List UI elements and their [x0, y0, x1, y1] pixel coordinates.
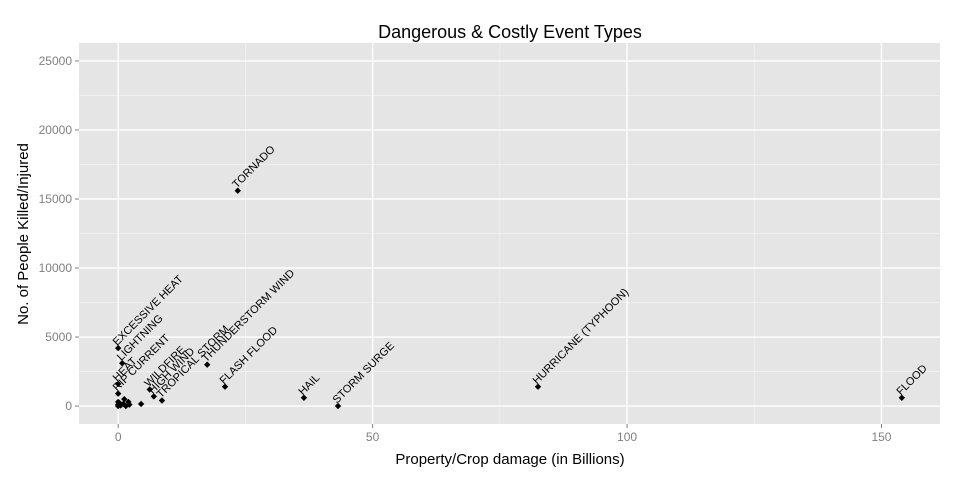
data-point-labeled [204, 361, 211, 368]
data-point-labeled [114, 344, 122, 352]
minor-gridlines [79, 43, 940, 424]
data-point [126, 401, 133, 408]
data-point-labeled [114, 390, 122, 397]
y-tick-label: 20000 [39, 123, 73, 137]
data-point [137, 400, 145, 408]
data-point-labeled [300, 394, 308, 401]
chart-title: Dangerous & Costly Event Types [378, 22, 642, 42]
data-point-labeled [146, 386, 153, 393]
y-tick-label: 25000 [39, 54, 73, 68]
data-point-labeled [119, 360, 126, 367]
x-tick-label: 100 [617, 430, 637, 444]
y-axis-ticks: 0 5000 10000 15000 20000 25000 [39, 54, 79, 413]
data-points [114, 187, 906, 410]
major-gridlines [79, 43, 940, 424]
x-axis-title: Property/Crop damage (in Billions) [395, 451, 624, 468]
y-tick-label: 5000 [45, 330, 72, 344]
x-tick-label: 150 [871, 430, 891, 444]
x-tick-label: 50 [366, 430, 380, 444]
data-point-labeled [334, 402, 342, 410]
data-point-labeled [114, 380, 122, 388]
data-point-labeled [221, 383, 229, 390]
y-tick-label: 10000 [39, 261, 73, 275]
x-axis-ticks: 0 50 100 150 [115, 424, 892, 444]
data-point-labeled [150, 393, 158, 400]
data-point [121, 395, 128, 403]
x-tick-label: 0 [115, 430, 122, 444]
y-tick-label: 15000 [39, 192, 73, 206]
data-point-labeled [158, 397, 166, 404]
y-axis-title: No. of People Killed/Injured [15, 143, 32, 325]
data-point-labeled [534, 383, 542, 390]
y-tick-label: 0 [65, 399, 72, 413]
data-point-labeled [898, 394, 906, 401]
data-point-labeled [234, 187, 241, 194]
